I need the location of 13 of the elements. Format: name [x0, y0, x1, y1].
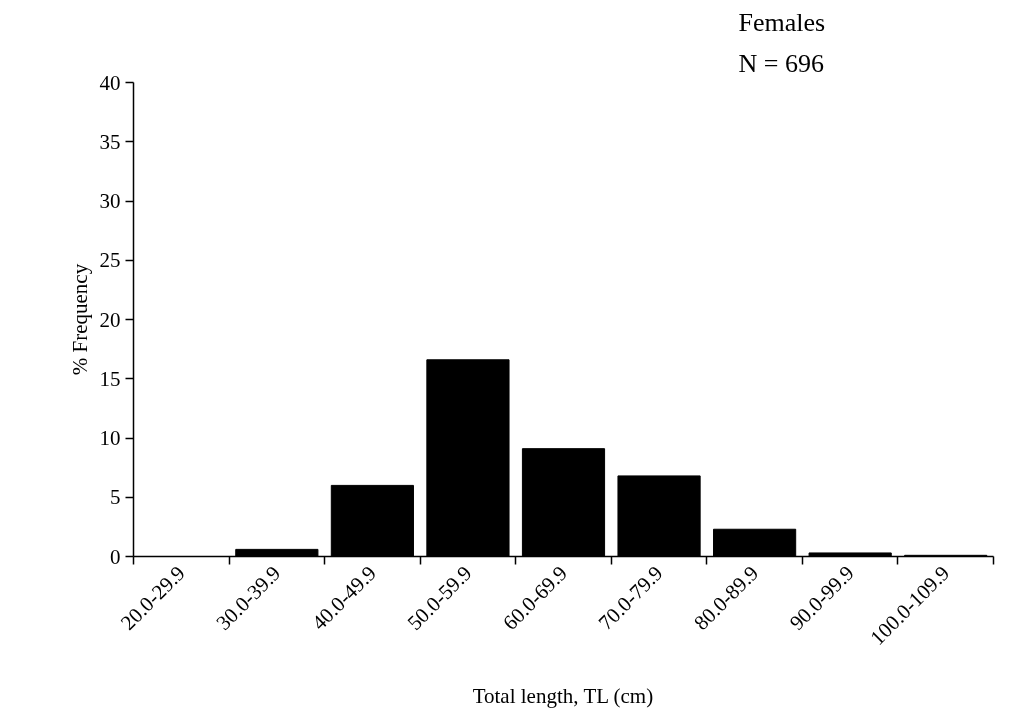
y-tick-label: 5: [110, 485, 121, 510]
y-tick-label: 25: [99, 248, 121, 273]
text: Females: [738, 7, 826, 37]
y-tick-label: 15: [99, 366, 121, 391]
x-axis-title: Total length, TL (cm): [472, 684, 654, 709]
y-tick-label: 35: [99, 129, 121, 154]
y-tick-label: 0: [110, 544, 121, 569]
y-tick-label: 20: [99, 307, 121, 332]
y-tick-label: 40: [99, 70, 121, 95]
y-axis-title: % Frequency: [67, 263, 92, 376]
y-tick-label: 10: [99, 426, 121, 450]
text: N = 696: [738, 48, 824, 78]
y-tick-label: 30: [99, 189, 121, 213]
